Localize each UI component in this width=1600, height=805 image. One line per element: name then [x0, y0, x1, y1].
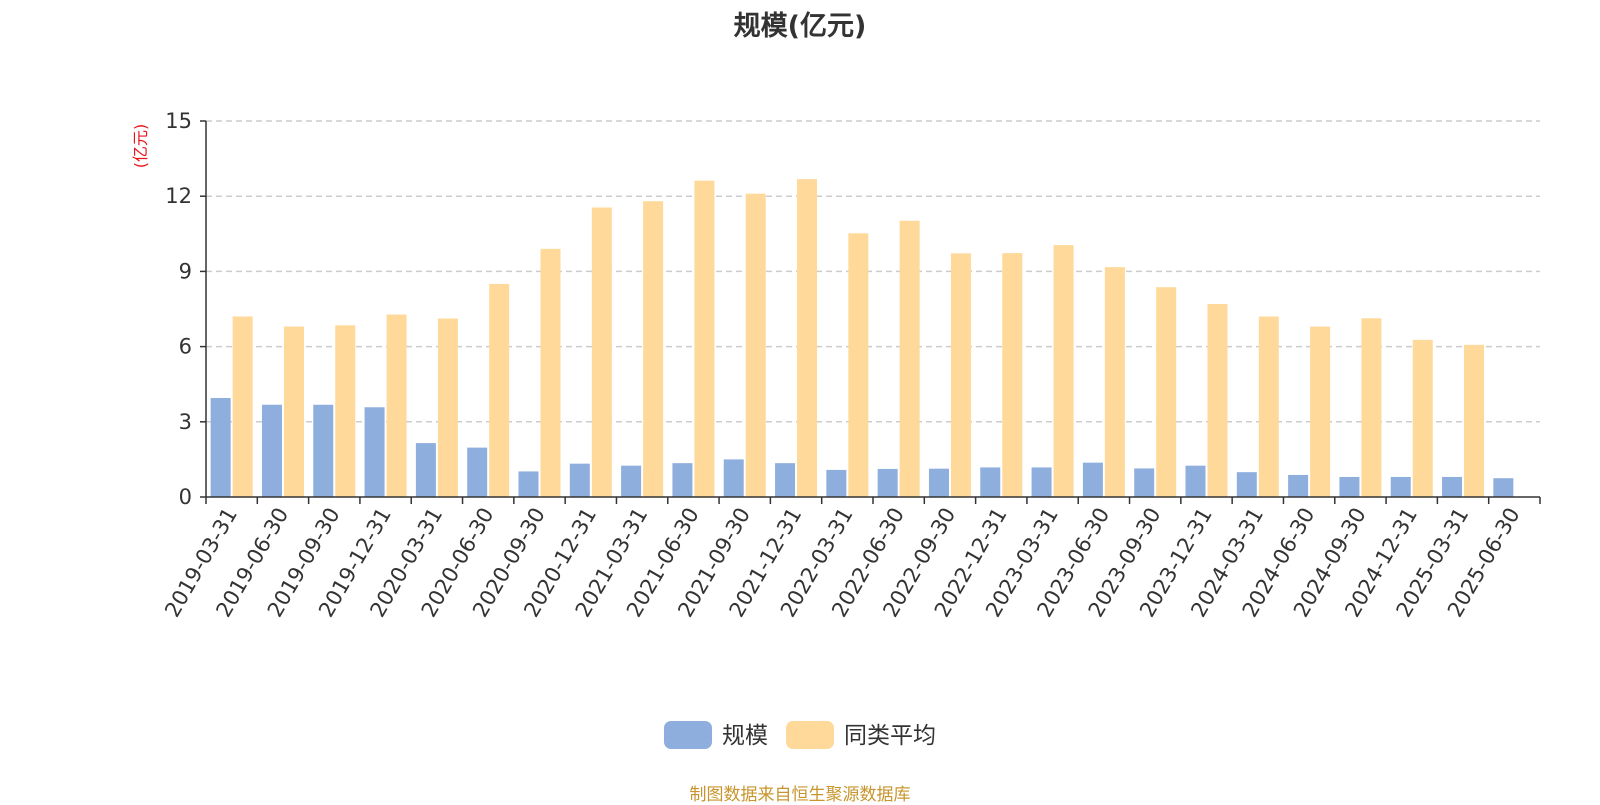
y-tick-label: 15	[165, 109, 192, 133]
bar-peer-average	[489, 283, 510, 497]
bar-scale	[415, 443, 436, 497]
source-note: 制图数据来自恒生聚源数据库	[689, 785, 911, 805]
bar-scale	[826, 469, 847, 497]
bar-peer-average	[1361, 318, 1382, 497]
bar-peer-average	[1002, 253, 1023, 497]
bar-scale	[877, 468, 898, 497]
y-tick-label: 12	[165, 184, 192, 208]
bar-peer-average	[1412, 339, 1433, 497]
bar-peer-average	[745, 193, 766, 497]
bar-peer-average	[1156, 287, 1177, 497]
bar-scale	[467, 447, 488, 497]
bar-scale	[1339, 476, 1360, 497]
bar-peer-average	[1310, 326, 1331, 497]
bar-peer-average	[437, 318, 458, 497]
bar-peer-average	[232, 316, 253, 497]
bar-peer-average	[848, 233, 869, 498]
legend: 规模 同类平均	[664, 721, 936, 749]
y-tick-label: 0	[179, 485, 192, 509]
legend-label: 规模	[722, 723, 768, 749]
bar-scale	[621, 465, 642, 497]
bars	[210, 179, 1514, 498]
bar-scale	[1493, 478, 1514, 497]
bar-scale	[1185, 465, 1206, 497]
bar-peer-average	[899, 220, 920, 498]
y-axis-unit-label: (亿元)	[131, 124, 150, 169]
legend-label: 同类平均	[844, 723, 936, 749]
bar-peer-average	[386, 314, 407, 497]
bar-scale	[775, 463, 796, 497]
bar-scale	[1134, 468, 1155, 497]
bar-scale	[261, 404, 282, 497]
chart-title: 规模(亿元)	[733, 11, 867, 42]
bar-peer-average	[643, 201, 664, 498]
y-tick-label: 9	[179, 259, 192, 283]
bar-scale	[1288, 474, 1309, 497]
bar-peer-average	[540, 248, 561, 497]
legend-swatch	[664, 721, 712, 749]
bar-peer-average	[335, 325, 356, 497]
y-tick-label: 6	[179, 335, 192, 359]
bar-scale	[1082, 462, 1103, 497]
bar-scale	[518, 471, 539, 497]
bar-scale	[364, 407, 385, 497]
bar-scale	[1442, 476, 1463, 497]
bar-peer-average	[283, 326, 304, 497]
bar-peer-average	[950, 253, 971, 497]
bar-peer-average	[1464, 344, 1485, 497]
legend-swatch	[786, 721, 834, 749]
bar-scale	[210, 397, 231, 497]
bar-peer-average	[694, 180, 715, 497]
bar-scale	[1031, 467, 1052, 497]
y-tick-label: 3	[179, 410, 192, 434]
bar-scale	[723, 459, 744, 497]
bar-peer-average	[1053, 245, 1074, 497]
bar-scale	[1236, 472, 1257, 497]
bar-scale	[928, 468, 949, 497]
bar-peer-average	[1207, 303, 1228, 497]
bar-scale	[1390, 476, 1411, 497]
bar-scale	[672, 463, 693, 497]
bar-scale	[313, 404, 334, 497]
bar-scale	[980, 467, 1001, 497]
bar-scale	[569, 463, 590, 497]
bar-peer-average	[591, 207, 612, 498]
bar-peer-average	[1104, 267, 1125, 497]
bar-peer-average	[1258, 316, 1279, 497]
bar-peer-average	[797, 179, 818, 497]
